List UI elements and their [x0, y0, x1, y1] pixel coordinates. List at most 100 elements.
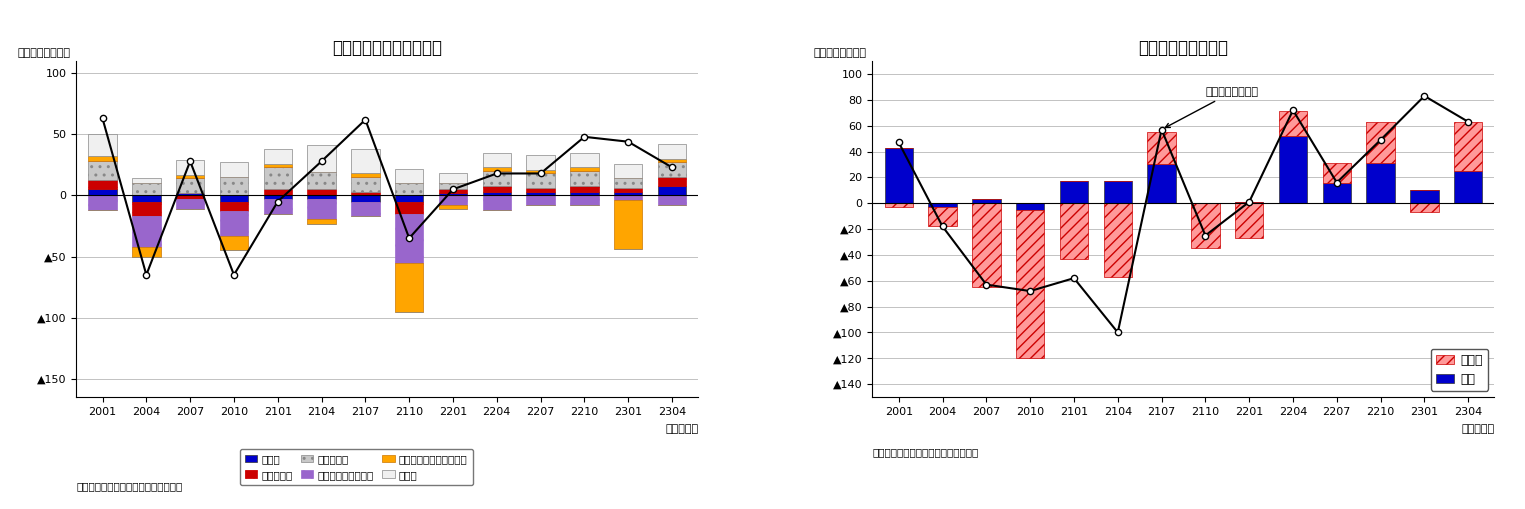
Bar [175, 175, 204, 178]
Bar [264, 149, 291, 164]
Bar [88, 161, 117, 180]
Bar [657, 186, 686, 195]
Bar [351, 174, 380, 177]
Bar [884, 203, 913, 207]
Bar [1279, 111, 1307, 136]
Bar [133, 202, 160, 216]
Bar [657, 144, 686, 159]
Bar [351, 177, 380, 192]
Bar [175, 178, 204, 193]
Bar [175, 199, 204, 209]
Bar [570, 192, 599, 195]
Bar [439, 189, 467, 193]
Bar [439, 193, 467, 195]
Bar [220, 195, 249, 202]
Bar [220, 211, 249, 236]
Bar [308, 199, 336, 219]
Bar [482, 167, 511, 171]
Bar [657, 159, 686, 162]
Bar [439, 183, 467, 189]
Bar [175, 160, 204, 175]
Bar [439, 195, 467, 205]
Bar [1322, 163, 1351, 183]
Text: （年・月）: （年・月） [1461, 424, 1494, 434]
Bar [929, 207, 956, 227]
Bar [1279, 136, 1307, 203]
Bar [220, 162, 249, 177]
Title: 産業別・就業者数の推移: 産業別・就業者数の推移 [332, 39, 442, 56]
Text: （前年差、万人）: （前年差、万人） [813, 48, 866, 58]
Text: 役員を除く雇用者: 役員を除く雇用者 [1165, 87, 1258, 128]
Bar [615, 195, 642, 201]
Bar [1411, 190, 1438, 203]
Bar [1104, 203, 1132, 277]
Bar [1147, 132, 1176, 164]
Bar [482, 192, 511, 195]
Bar [929, 203, 956, 207]
Bar [264, 199, 291, 214]
Legend: 非正規, 正規: 非正規, 正規 [1430, 349, 1488, 391]
Bar [570, 167, 599, 171]
Bar [615, 192, 642, 195]
Bar [482, 195, 511, 210]
Bar [88, 134, 117, 156]
Bar [526, 195, 555, 205]
Bar [308, 195, 336, 199]
Legend: 製造業, 卸売・小売, 医療・福祉, 宿泊・飲食サービス, 生活関連サービス・娯楽, その他: 製造業, 卸売・小売, 医療・福祉, 宿泊・飲食サービス, 生活関連サービス・娯… [239, 449, 473, 485]
Bar [1235, 203, 1263, 238]
Bar [395, 202, 424, 214]
Bar [175, 193, 204, 195]
Bar [88, 180, 117, 189]
Bar [1235, 202, 1263, 203]
Bar [351, 202, 380, 216]
Bar [526, 170, 555, 174]
Bar [395, 263, 424, 312]
Bar [1453, 171, 1482, 203]
Bar [395, 214, 424, 263]
Bar [615, 164, 642, 178]
Bar [615, 178, 642, 188]
Bar [175, 195, 204, 199]
Bar [1016, 203, 1045, 210]
Bar [308, 189, 336, 195]
Bar [264, 195, 291, 199]
Bar [220, 236, 249, 250]
Bar [615, 188, 642, 192]
Bar [1060, 181, 1089, 203]
Bar [308, 146, 336, 172]
Bar [570, 171, 599, 186]
Text: （資料）総務省統計局「労働力調査」: （資料）総務省統計局「労働力調査」 [76, 481, 183, 491]
Bar [570, 186, 599, 192]
Bar [351, 192, 380, 195]
Text: （前年差、万人）: （前年差、万人） [17, 48, 70, 58]
Bar [1016, 210, 1045, 358]
Bar [1322, 183, 1351, 203]
Bar [133, 195, 160, 202]
Bar [1191, 203, 1220, 248]
Title: 雇用形態別雇用者数: 雇用形態別雇用者数 [1139, 39, 1229, 56]
Bar [395, 183, 424, 195]
Text: （資料）総務省統計局「労働力調査」: （資料）総務省統計局「労働力調査」 [872, 447, 979, 458]
Bar [133, 216, 160, 247]
Bar [884, 148, 913, 203]
Bar [1366, 163, 1395, 203]
Bar [1147, 164, 1176, 203]
Bar [657, 162, 686, 177]
Bar [308, 172, 336, 189]
Text: （年・月）: （年・月） [665, 424, 698, 434]
Bar [351, 149, 380, 174]
Bar [570, 153, 599, 167]
Bar [264, 189, 291, 195]
Bar [395, 195, 424, 202]
Bar [88, 189, 117, 195]
Bar [615, 201, 642, 249]
Bar [439, 205, 467, 209]
Bar [133, 183, 160, 195]
Bar [526, 174, 555, 188]
Bar [1366, 122, 1395, 163]
Bar [351, 195, 380, 202]
Bar [1453, 122, 1482, 171]
Bar [88, 156, 117, 161]
Bar [482, 186, 511, 192]
Bar [220, 177, 249, 195]
